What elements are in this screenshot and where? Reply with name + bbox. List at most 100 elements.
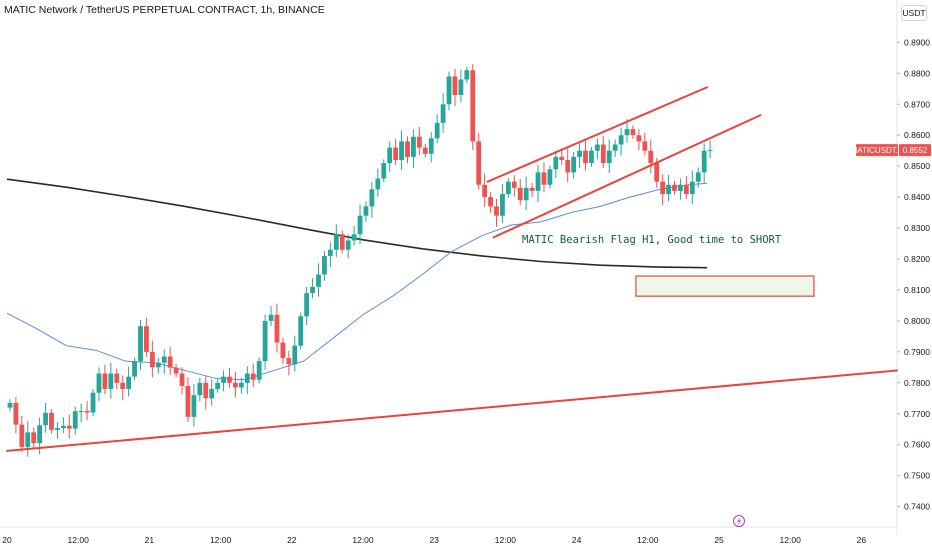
candle-body	[191, 395, 197, 417]
candle-body	[185, 385, 191, 417]
candle-body	[695, 172, 701, 182]
candle-body	[618, 135, 624, 145]
candle-body	[630, 129, 636, 136]
candle-body	[345, 240, 351, 250]
candle-body	[565, 159, 571, 173]
price-tick-label: 0.8800	[904, 68, 930, 78]
candle-body	[55, 428, 60, 430]
last-price-tag	[899, 144, 931, 157]
time-tick-label: 12:00	[68, 535, 90, 545]
lightning-icon[interactable]	[733, 515, 745, 527]
candle-body	[452, 76, 458, 95]
candle-body	[268, 314, 274, 321]
candle-body	[108, 373, 114, 390]
flag-upper-line	[486, 86, 709, 183]
candle-body	[488, 197, 493, 207]
candle-body	[511, 181, 517, 188]
candle-body	[559, 156, 565, 160]
candle-body	[666, 184, 671, 195]
time-tick-label: 22	[287, 535, 297, 545]
candle-body	[529, 187, 535, 191]
candle-body	[316, 274, 321, 287]
candle-body	[209, 389, 215, 399]
time-tick-label: 26	[857, 535, 867, 545]
lightning-icon-glyph	[737, 516, 741, 526]
candle-body	[250, 373, 256, 380]
candle-body	[244, 373, 250, 383]
candle-body	[84, 410, 90, 413]
candle-body	[416, 136, 422, 148]
candle-body	[298, 316, 304, 346]
candle-body	[422, 147, 428, 154]
time-tick-label: 24	[572, 535, 582, 545]
candle-body	[393, 147, 399, 160]
last-price-symbol: MATICUSDT.P	[851, 146, 904, 155]
candle-body	[197, 382, 203, 396]
candle-body	[96, 373, 102, 393]
candle-body	[238, 382, 244, 388]
candle-body	[167, 356, 173, 368]
candle-body	[286, 358, 292, 365]
candle-body	[90, 392, 96, 413]
price-tick-label: 0.8400	[904, 192, 930, 202]
candle-body	[179, 373, 185, 386]
time-tick-label: 12:00	[495, 535, 517, 545]
candle-body	[672, 184, 677, 191]
candle-body	[292, 345, 298, 365]
candle-body	[13, 402, 19, 425]
candle-body	[589, 150, 594, 164]
price-axis[interactable]: 0.8900 0.8800 0.8700 0.8600 0.8500 0.8400 0.83…	[897, 37, 930, 512]
candle-body	[19, 424, 25, 447]
candle-body	[60, 425, 66, 429]
flag-annotation: MATIC Bearish Flag H1, Good time to SHOR…	[522, 234, 782, 246]
candle-body	[505, 181, 511, 195]
candle-body	[138, 326, 143, 362]
ma-200-line	[6, 178, 708, 269]
candle-body	[654, 163, 660, 182]
candle-body	[114, 373, 120, 383]
candle-body	[357, 215, 363, 235]
candles-layer	[7, 64, 713, 457]
time-axis[interactable]: 20 12:00 21 12:00 22 12:00 23 12:00 24 12:00 25 12:…	[2, 535, 866, 545]
candle-body	[624, 129, 630, 136]
candle-body	[120, 382, 126, 390]
candle-body	[482, 184, 488, 198]
candle-body	[333, 234, 339, 250]
candle-body	[547, 169, 553, 185]
candle-body	[434, 122, 440, 139]
candle-body	[405, 141, 410, 157]
candle-body	[72, 411, 78, 429]
price-tick-label: 0.8600	[904, 130, 930, 140]
ma-50-layer	[6, 182, 708, 381]
currency-badge[interactable]: USDT	[901, 5, 927, 21]
candle-body	[66, 425, 72, 429]
candle-body	[648, 150, 654, 164]
candle-body	[262, 320, 268, 362]
candle-body	[102, 373, 108, 390]
drawings-layer	[6, 86, 898, 452]
candle-body	[78, 410, 84, 412]
event-icon[interactable]	[733, 515, 745, 527]
candle-body	[233, 382, 238, 388]
flag-lower-line	[492, 114, 762, 239]
candle-body	[304, 293, 310, 317]
candle-body	[310, 286, 315, 294]
candle-body	[523, 187, 529, 201]
time-tick-label: 12:00	[352, 535, 374, 545]
price-tick-label: 0.8700	[904, 99, 930, 109]
price-tick-label: 0.7900	[904, 347, 930, 357]
price-tick-label: 0.8100	[904, 285, 930, 295]
candle-body	[369, 189, 375, 207]
chart-title: MATIC Network / TetherUS PERPETUAL CONTR…	[4, 4, 325, 16]
candle-body	[470, 70, 476, 142]
candle-body	[399, 141, 404, 160]
candle-body	[215, 382, 221, 390]
target-zone	[635, 275, 815, 297]
time-tick-label: 23	[429, 535, 439, 545]
candle-body	[381, 163, 387, 179]
last-price-value: 0.8552	[903, 146, 928, 155]
candle-body	[476, 141, 482, 185]
candle-body	[203, 382, 209, 399]
candle-body	[707, 150, 713, 152]
